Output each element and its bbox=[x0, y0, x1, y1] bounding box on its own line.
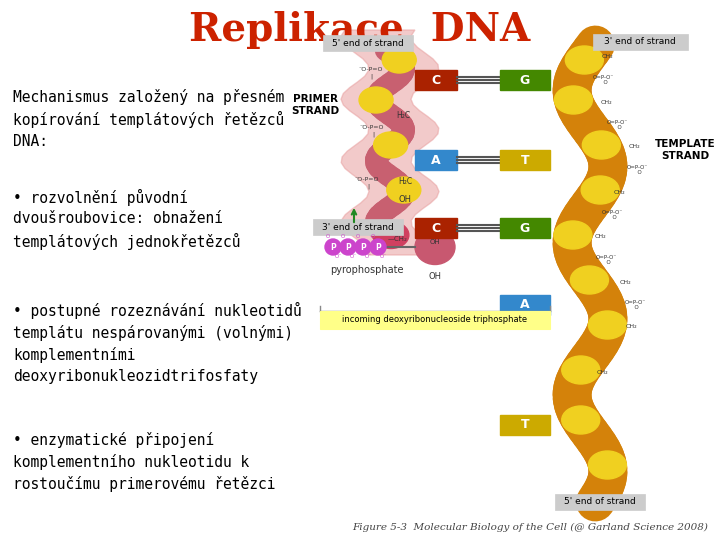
Bar bbox=[500, 295, 550, 315]
Text: G: G bbox=[520, 221, 530, 234]
Text: PRIMER
STRAND: PRIMER STRAND bbox=[291, 94, 339, 116]
Text: CH₂: CH₂ bbox=[614, 190, 626, 194]
Bar bbox=[500, 70, 550, 90]
Bar bbox=[500, 218, 550, 238]
Text: A: A bbox=[431, 153, 441, 166]
Ellipse shape bbox=[588, 311, 626, 339]
Text: O=P-O⁻
  O: O=P-O⁻ O bbox=[627, 165, 649, 176]
Text: TEMPLATE
STRAND: TEMPLATE STRAND bbox=[654, 139, 715, 161]
Text: O⁻: O⁻ bbox=[334, 254, 341, 260]
Text: Replikace  DNA: Replikace DNA bbox=[189, 11, 531, 49]
Text: 3' end of strand: 3' end of strand bbox=[604, 37, 676, 46]
Text: —CH₂: —CH₂ bbox=[388, 236, 408, 242]
Text: O=P-O⁻
  O: O=P-O⁻ O bbox=[607, 119, 628, 130]
Ellipse shape bbox=[415, 230, 455, 265]
Text: O⁻: O⁻ bbox=[349, 254, 356, 260]
Text: G: G bbox=[520, 73, 530, 86]
Text: 3' end of strand: 3' end of strand bbox=[322, 222, 394, 232]
Ellipse shape bbox=[359, 87, 393, 113]
Text: C: C bbox=[431, 221, 441, 234]
Text: O: O bbox=[356, 234, 360, 240]
Text: OH: OH bbox=[428, 272, 441, 281]
Text: • rozvolnění původní
dvoušroubovice: obnažení
templátových jednokřetězců: • rozvolnění původní dvoušroubovice: obn… bbox=[13, 189, 240, 249]
Bar bbox=[415, 70, 457, 90]
Text: P: P bbox=[360, 242, 366, 252]
Text: O: O bbox=[371, 234, 375, 240]
Circle shape bbox=[325, 239, 341, 255]
Text: T: T bbox=[521, 153, 529, 166]
Bar bbox=[500, 150, 550, 170]
Text: • enzymatické připojení
komplementního nukleotidu k
rostoučímu primerovému řetěz: • enzymatické připojení komplementního n… bbox=[13, 432, 276, 492]
Text: CH₂: CH₂ bbox=[625, 325, 636, 329]
Text: Mechanismus založený na přesném
kopírování templátových řetězců
DNA:: Mechanismus založený na přesném kopírová… bbox=[13, 89, 284, 149]
Text: O=P-O⁻
  O: O=P-O⁻ O bbox=[602, 210, 623, 220]
Text: OH: OH bbox=[398, 195, 412, 205]
Text: O: O bbox=[341, 234, 345, 240]
Text: H₂C: H₂C bbox=[396, 111, 410, 119]
Text: CH₂: CH₂ bbox=[600, 99, 612, 105]
Ellipse shape bbox=[382, 47, 416, 73]
Text: O⁻: O⁻ bbox=[379, 254, 387, 260]
Bar bbox=[500, 415, 550, 435]
Text: T: T bbox=[521, 418, 529, 431]
Text: P: P bbox=[330, 242, 336, 252]
Text: 5' end of strand: 5' end of strand bbox=[332, 38, 404, 48]
Bar bbox=[415, 150, 457, 170]
Text: ⁻O-P=O
  |: ⁻O-P=O | bbox=[359, 68, 383, 79]
Text: pyrophosphate: pyrophosphate bbox=[330, 265, 403, 275]
Bar bbox=[555, 494, 645, 510]
Bar bbox=[320, 311, 550, 329]
Circle shape bbox=[370, 239, 386, 255]
Text: O=P-O⁻
  O: O=P-O⁻ O bbox=[595, 254, 617, 265]
FancyArrowPatch shape bbox=[352, 210, 356, 222]
Text: C: C bbox=[431, 73, 441, 86]
Text: CH₂: CH₂ bbox=[594, 234, 606, 240]
Ellipse shape bbox=[554, 221, 592, 249]
Polygon shape bbox=[341, 30, 439, 255]
Text: CH₂: CH₂ bbox=[629, 145, 640, 150]
Text: A: A bbox=[520, 299, 530, 312]
Text: Figure 5-3  Molecular Biology of the Cell (@ Garland Science 2008): Figure 5-3 Molecular Biology of the Cell… bbox=[352, 523, 708, 532]
Text: • postupné rozeznávání nukleotidů
templátu nespárovanými (volnými)
komplementním: • postupné rozeznávání nukleotidů templá… bbox=[13, 302, 302, 383]
Bar bbox=[593, 34, 688, 50]
Ellipse shape bbox=[373, 221, 409, 248]
Text: CH₂: CH₂ bbox=[620, 280, 631, 285]
Text: incoming deoxyribonucleoside triphosphate: incoming deoxyribonucleoside triphosphat… bbox=[343, 315, 528, 325]
Ellipse shape bbox=[588, 451, 626, 479]
Text: P: P bbox=[345, 242, 351, 252]
Ellipse shape bbox=[554, 86, 593, 114]
Text: O=P-O⁻
  O: O=P-O⁻ O bbox=[593, 75, 614, 85]
Circle shape bbox=[340, 239, 356, 255]
Text: P: P bbox=[375, 242, 381, 252]
Text: H₂C: H₂C bbox=[398, 177, 412, 186]
Ellipse shape bbox=[562, 406, 600, 434]
Bar bbox=[313, 219, 403, 235]
Ellipse shape bbox=[565, 46, 603, 74]
Text: ⁻O-P=O
  |: ⁻O-P=O | bbox=[355, 177, 379, 188]
Circle shape bbox=[355, 239, 371, 255]
Ellipse shape bbox=[581, 176, 619, 204]
Ellipse shape bbox=[374, 132, 408, 158]
Text: CH₂: CH₂ bbox=[602, 55, 613, 59]
Text: O: O bbox=[326, 234, 330, 240]
Ellipse shape bbox=[562, 356, 600, 384]
Ellipse shape bbox=[570, 266, 608, 294]
Text: CH₂: CH₂ bbox=[597, 369, 608, 375]
Ellipse shape bbox=[387, 177, 420, 203]
Text: O⁻: O⁻ bbox=[364, 254, 372, 260]
Ellipse shape bbox=[582, 131, 621, 159]
Text: 5' end of strand: 5' end of strand bbox=[564, 497, 636, 507]
Bar bbox=[323, 35, 413, 51]
Text: ⁻O-P=O
  |: ⁻O-P=O | bbox=[360, 125, 384, 137]
Text: OH: OH bbox=[430, 239, 441, 245]
Text: O=P-O⁻
  O: O=P-O⁻ O bbox=[624, 300, 646, 310]
Bar bbox=[415, 218, 457, 238]
